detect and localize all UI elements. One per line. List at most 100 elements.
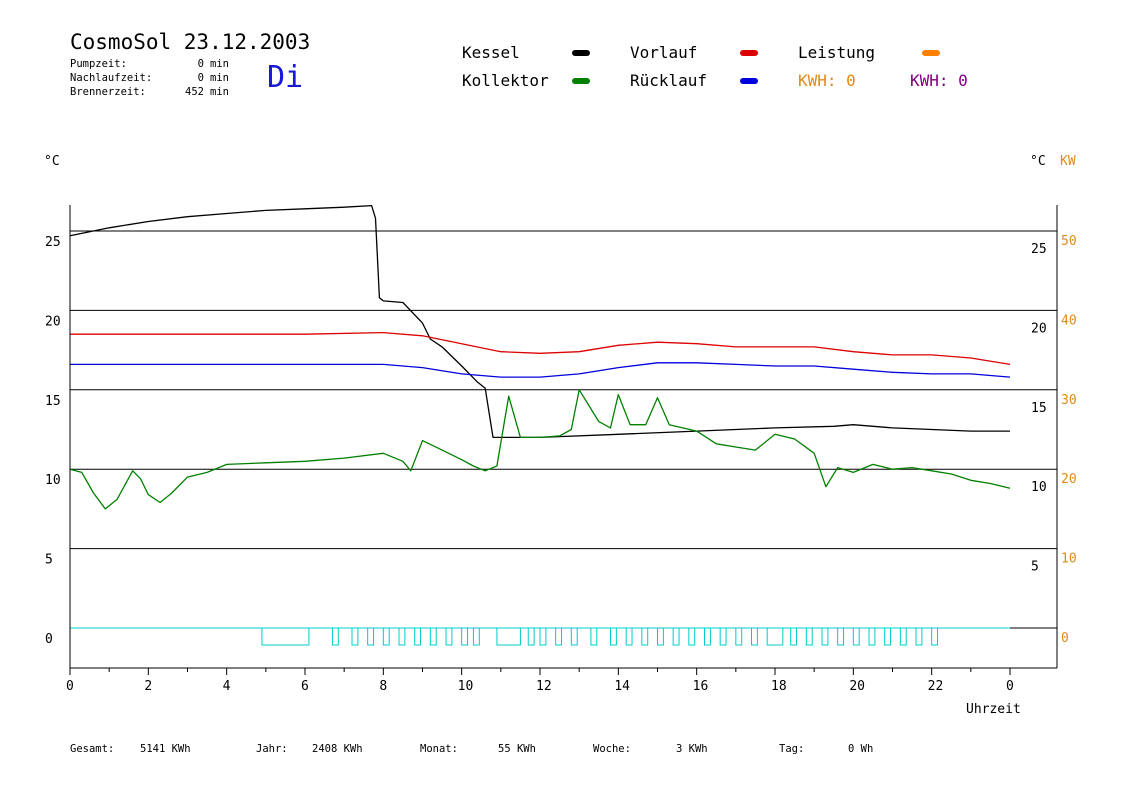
y-right-tick-label: 20 bbox=[1031, 321, 1047, 336]
activity-pulse bbox=[351, 627, 359, 646]
legend-leistung-label: Leistung bbox=[798, 43, 876, 62]
x-tick-label: 0 bbox=[66, 679, 74, 694]
activity-pulse bbox=[555, 627, 563, 646]
legend-vorlauf-swatch bbox=[740, 50, 758, 56]
activity-pulse bbox=[625, 627, 633, 646]
chart-grid bbox=[70, 230, 1057, 629]
y-right-kw-tick-label: 40 bbox=[1061, 313, 1077, 328]
activity-pulse bbox=[915, 627, 923, 646]
legend-vorlauf-label: Vorlauf bbox=[630, 43, 698, 62]
stat-value: 0 bbox=[197, 72, 204, 84]
footer-woche-value: 3 KWh bbox=[676, 743, 708, 755]
activity-pulse bbox=[884, 627, 892, 646]
activity-pulse bbox=[331, 627, 339, 646]
chart-axes bbox=[69, 205, 1058, 675]
activity-pulse bbox=[570, 627, 578, 646]
x-tick-label: 0 bbox=[1006, 679, 1014, 694]
stat-value: 0 bbox=[197, 58, 204, 70]
stat-nachlaufzeit: Nachlaufzeit: 0 min bbox=[70, 72, 229, 84]
y-left-tick-label: 5 bbox=[45, 553, 53, 568]
left-axis-unit: °C bbox=[44, 154, 60, 169]
activity-pulse bbox=[414, 627, 422, 646]
legend-ruecklauf-label: Rücklauf bbox=[630, 71, 708, 90]
chart-series bbox=[69, 204, 1011, 510]
y-right-kw-tick-label: 20 bbox=[1061, 472, 1077, 487]
x-tick-label: 8 bbox=[379, 679, 387, 694]
stat-value: 452 bbox=[185, 86, 204, 98]
y-right-kw-tick-label: 30 bbox=[1061, 393, 1077, 408]
chart-title: CosmoSol 23.12.2003 bbox=[70, 30, 311, 54]
legend-kollektor-swatch bbox=[572, 78, 590, 84]
stat-unit: min bbox=[210, 72, 229, 84]
stat-label: Nachlaufzeit: bbox=[70, 72, 153, 84]
y-right-kw-tick-label: 10 bbox=[1061, 552, 1077, 567]
activity-pulse bbox=[868, 627, 876, 646]
activity-pulse bbox=[367, 627, 375, 646]
activity-pulse bbox=[719, 627, 727, 646]
series-line-kessel bbox=[69, 204, 1010, 439]
activity-pulse bbox=[672, 627, 680, 646]
series-line-vorlauf bbox=[70, 331, 1011, 366]
activity-pulse bbox=[688, 627, 696, 646]
y-right-tick-label: 25 bbox=[1031, 242, 1047, 257]
footer-gesamt-label: Gesamt: bbox=[70, 743, 115, 755]
series-line-kollektor bbox=[69, 389, 1011, 510]
stat-label: Pumpzeit: bbox=[70, 58, 127, 70]
activity-pulse bbox=[704, 627, 711, 646]
activity-pulse bbox=[931, 627, 939, 646]
x-tick-label: 16 bbox=[693, 679, 709, 694]
y-right-tick-label: 5 bbox=[1031, 560, 1039, 575]
footer-jahr-value: 2408 KWh bbox=[312, 743, 363, 755]
right-axis-unit-celsius: °C bbox=[1030, 154, 1046, 169]
burner-activity bbox=[70, 627, 1010, 646]
y-right-kw-tick-label: 0 bbox=[1061, 631, 1069, 646]
footer-tag-value: 0 Wh bbox=[848, 743, 874, 755]
x-tick-label: 4 bbox=[223, 679, 231, 694]
footer-gesamt-value: 5141 KWh bbox=[140, 743, 191, 755]
legend-kollektor-label: Kollektor bbox=[462, 71, 549, 90]
legend-kessel-swatch bbox=[572, 50, 590, 56]
y-left-tick-label: 25 bbox=[45, 235, 61, 250]
activity-pulse bbox=[461, 627, 469, 646]
y-right-tick-label: 10 bbox=[1031, 480, 1047, 495]
x-tick-label: 18 bbox=[771, 679, 787, 694]
footer-monat-label: Monat: bbox=[420, 743, 458, 755]
kwh-value-2: KWH: 0 bbox=[910, 71, 968, 90]
activity-pulse bbox=[527, 627, 535, 646]
stat-unit: min bbox=[210, 58, 229, 70]
x-tick-label: 12 bbox=[536, 679, 552, 694]
legend-ruecklauf-swatch bbox=[740, 78, 758, 84]
legend-leistung-swatch bbox=[922, 50, 940, 56]
activity-pulse bbox=[496, 627, 521, 646]
x-tick-label: 22 bbox=[928, 679, 944, 694]
activity-pulse bbox=[429, 627, 437, 646]
y-right-tick-label: 15 bbox=[1031, 401, 1047, 416]
x-tick-label: 6 bbox=[301, 679, 309, 694]
activity-pulse bbox=[261, 627, 310, 646]
footer-woche-label: Woche: bbox=[593, 743, 631, 755]
x-tick-label: 20 bbox=[849, 679, 865, 694]
stat-brennerzeit: Brennerzeit: 452 min bbox=[70, 86, 229, 98]
activity-pulse bbox=[751, 627, 758, 646]
footer-monat-value: 55 KWh bbox=[498, 743, 536, 755]
activity-pulse bbox=[805, 627, 813, 646]
activity-pulse bbox=[610, 627, 617, 646]
footer-jahr-label: Jahr: bbox=[256, 743, 288, 755]
stat-label: Brennerzeit: bbox=[70, 86, 146, 98]
stat-pumpzeit: Pumpzeit: 0 min bbox=[70, 58, 229, 70]
activity-pulse bbox=[790, 627, 798, 646]
x-tick-label: 2 bbox=[144, 679, 152, 694]
legend-kessel-label: Kessel bbox=[462, 43, 520, 62]
y-left-tick-label: 0 bbox=[45, 632, 53, 647]
activity-pulse bbox=[837, 627, 845, 646]
activity-pulse bbox=[852, 627, 860, 646]
y-left-tick-label: 15 bbox=[45, 394, 61, 409]
x-axis-label: Uhrzeit bbox=[966, 702, 1021, 717]
activity-pulse bbox=[766, 627, 784, 646]
right-axis-unit-kw: KW bbox=[1060, 154, 1076, 169]
y-left-tick-label: 20 bbox=[45, 314, 61, 329]
activity-pulse bbox=[445, 627, 453, 646]
x-tick-label: 10 bbox=[458, 679, 474, 694]
series-line-rcklauf bbox=[70, 362, 1011, 378]
